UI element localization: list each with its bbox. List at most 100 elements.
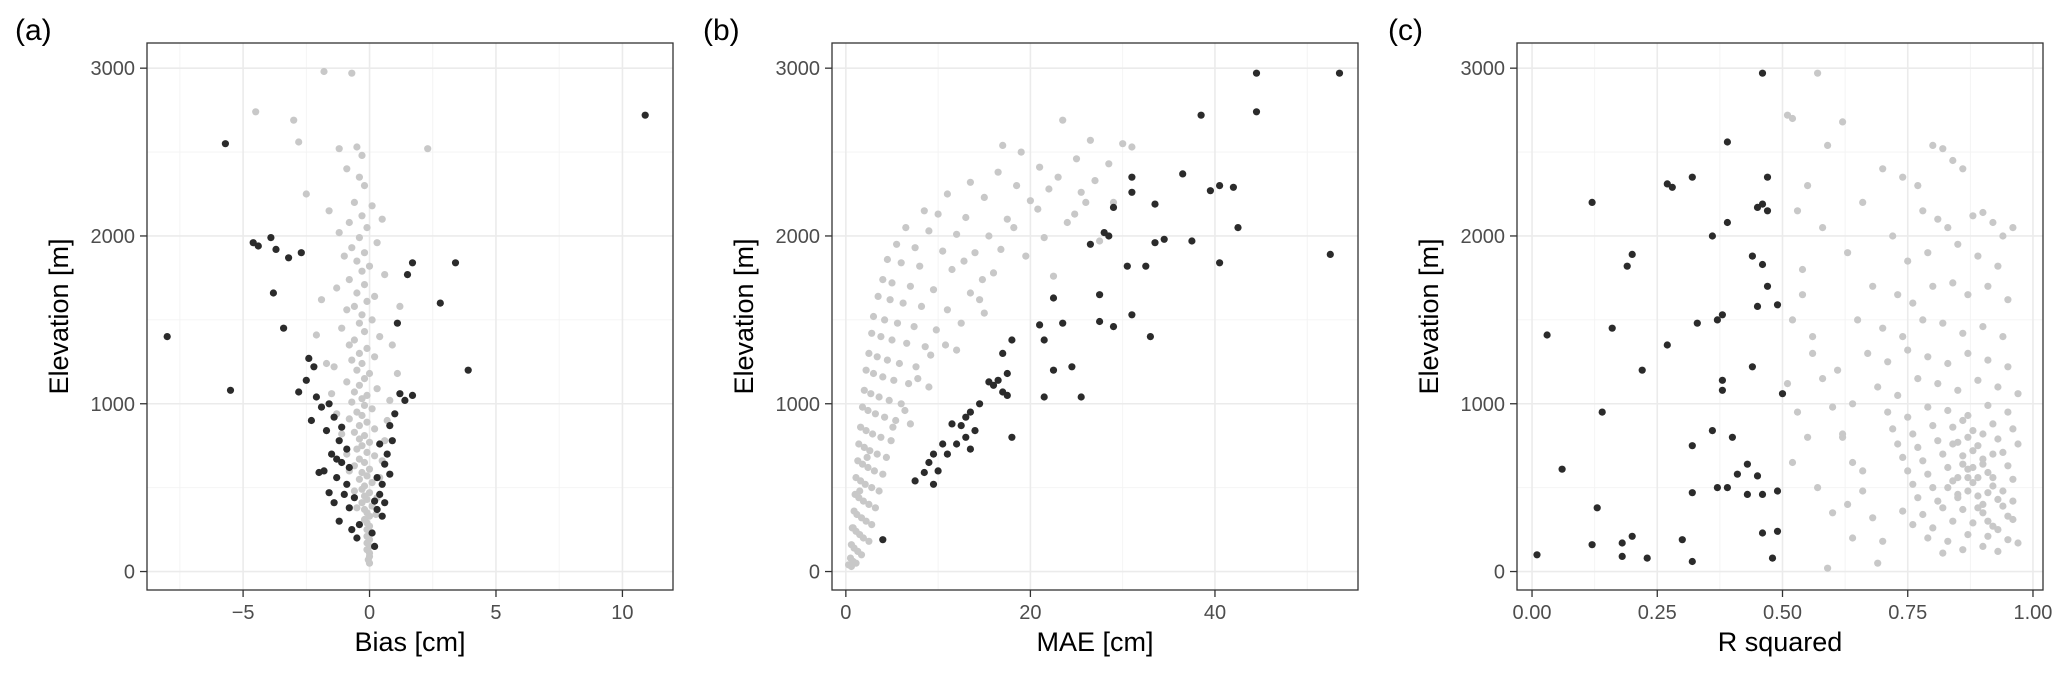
data-point — [1969, 479, 1977, 487]
data-point — [1678, 536, 1686, 544]
data-point — [1814, 69, 1822, 77]
data-point — [1123, 262, 1131, 270]
data-point — [383, 450, 391, 458]
data-point — [350, 198, 358, 206]
data-point — [1663, 341, 1671, 349]
data-point — [906, 282, 915, 290]
data-point — [1804, 182, 1812, 190]
data-point — [1188, 237, 1196, 245]
data-point — [376, 490, 384, 498]
data-point — [941, 341, 950, 349]
data-point — [1753, 203, 1762, 211]
data-point — [371, 353, 379, 361]
y-tick-label: 1000 — [1461, 394, 1506, 416]
series-gray-points — [845, 116, 1136, 571]
data-point — [325, 400, 333, 408]
data-point — [373, 385, 381, 393]
data-point — [1798, 265, 1807, 274]
data-point — [980, 309, 988, 317]
data-point — [1949, 440, 1957, 448]
data-point — [943, 306, 952, 314]
data-point — [927, 351, 935, 359]
data-point — [1919, 207, 1927, 215]
data-point — [1068, 363, 1076, 371]
data-point — [1849, 534, 1857, 542]
data-point — [1974, 442, 1982, 450]
data-point — [869, 369, 878, 378]
data-point — [333, 474, 341, 482]
data-point — [939, 440, 947, 448]
grid — [147, 43, 673, 590]
data-point — [1979, 455, 1987, 463]
data-point — [953, 440, 961, 448]
data-point — [1904, 413, 1912, 421]
data-point — [1748, 363, 1756, 371]
data-point — [1984, 489, 1992, 497]
data-point — [1864, 349, 1872, 357]
data-point — [1003, 369, 1011, 378]
data-point — [1128, 173, 1136, 181]
y-tick-label: 2000 — [776, 226, 821, 248]
data-point — [864, 463, 872, 472]
data-point — [1100, 229, 1108, 237]
data-point — [1040, 234, 1048, 242]
data-point — [358, 442, 366, 450]
data-point — [1077, 188, 1085, 196]
data-point — [1829, 403, 1837, 411]
data-point — [864, 406, 872, 415]
data-point — [1914, 443, 1922, 451]
data-point — [307, 416, 315, 425]
data-point — [1949, 517, 1957, 525]
panel-label: (a) — [15, 14, 52, 47]
data-point — [1959, 505, 1967, 514]
data-point — [221, 140, 229, 148]
data-point — [897, 259, 905, 267]
data-point — [1834, 366, 1842, 374]
data-point — [1793, 408, 1802, 416]
data-point — [1688, 557, 1696, 566]
data-point — [345, 463, 353, 472]
data-point — [1788, 458, 1797, 467]
data-point — [1809, 333, 1817, 341]
data-point — [903, 339, 911, 347]
data-point — [388, 341, 396, 349]
data-point — [1919, 510, 1927, 519]
data-point — [893, 240, 901, 248]
x-tick-label: 10 — [611, 602, 633, 624]
data-point — [978, 276, 987, 284]
data-point — [1017, 148, 1025, 156]
data-point — [350, 336, 358, 344]
data-point — [386, 396, 394, 404]
data-point — [1904, 346, 1912, 354]
data-point — [1889, 232, 1897, 240]
data-point — [883, 255, 892, 264]
data-point — [953, 230, 961, 238]
data-point — [905, 380, 913, 388]
data-point — [2009, 475, 2017, 483]
data-point — [1984, 468, 1992, 477]
data-point — [877, 433, 885, 441]
panel-label: (b) — [703, 14, 740, 47]
data-point — [869, 430, 877, 438]
plot-border — [146, 42, 674, 591]
data-point — [1939, 549, 1947, 557]
data-point — [2009, 497, 2017, 505]
data-point — [1944, 359, 1952, 368]
data-point — [874, 292, 882, 300]
data-point — [1773, 487, 1782, 495]
data-point — [1959, 546, 1967, 554]
data-point — [358, 395, 366, 403]
data-point — [966, 178, 975, 186]
data-point — [1924, 353, 1932, 361]
data-point — [871, 504, 880, 512]
series-gray-points — [1783, 69, 2022, 572]
data-point — [285, 254, 293, 262]
x-tick-label: 0.75 — [1888, 602, 1927, 624]
data-point — [338, 430, 346, 438]
data-point — [925, 458, 933, 467]
data-point — [925, 227, 933, 235]
series-dark-points — [1533, 69, 1787, 566]
data-point — [863, 453, 871, 461]
data-point — [1964, 433, 1972, 441]
data-point — [859, 534, 868, 542]
